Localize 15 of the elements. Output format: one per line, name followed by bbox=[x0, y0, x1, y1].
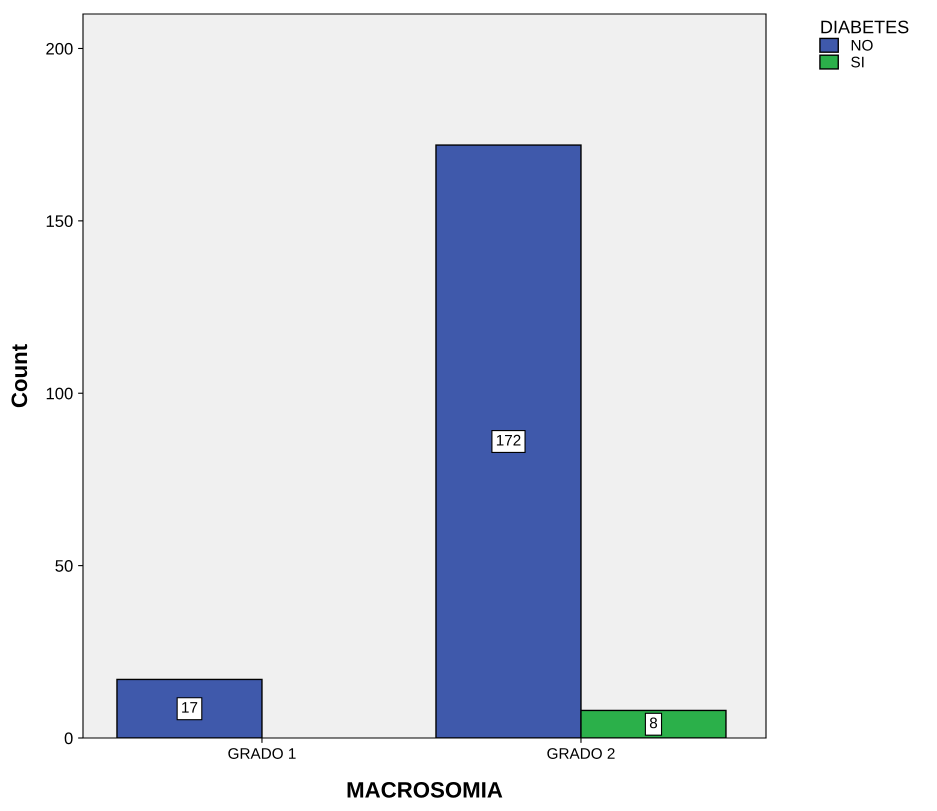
y-tick-label: 150 bbox=[46, 215, 73, 228]
y-axis-title: Count bbox=[11, 344, 28, 408]
y-tick-label: 0 bbox=[64, 732, 73, 744]
data-label: 17 bbox=[182, 702, 198, 713]
x-axis-title: MACROSOMIA bbox=[348, 782, 502, 798]
legend-label: SI bbox=[851, 56, 864, 68]
x-tick-label: GRADO 2 bbox=[547, 748, 615, 759]
y-tick-label: 200 bbox=[46, 42, 73, 55]
legend-label: NO bbox=[852, 40, 873, 51]
y-tick-label: 50 bbox=[55, 560, 73, 572]
legend-title: DIABETES bbox=[821, 20, 908, 34]
data-label: 172 bbox=[496, 434, 520, 446]
x-tick-label: GRADO 1 bbox=[228, 748, 296, 759]
data-label: 8 bbox=[650, 717, 658, 728]
y-tick-label: 100 bbox=[46, 388, 73, 400]
